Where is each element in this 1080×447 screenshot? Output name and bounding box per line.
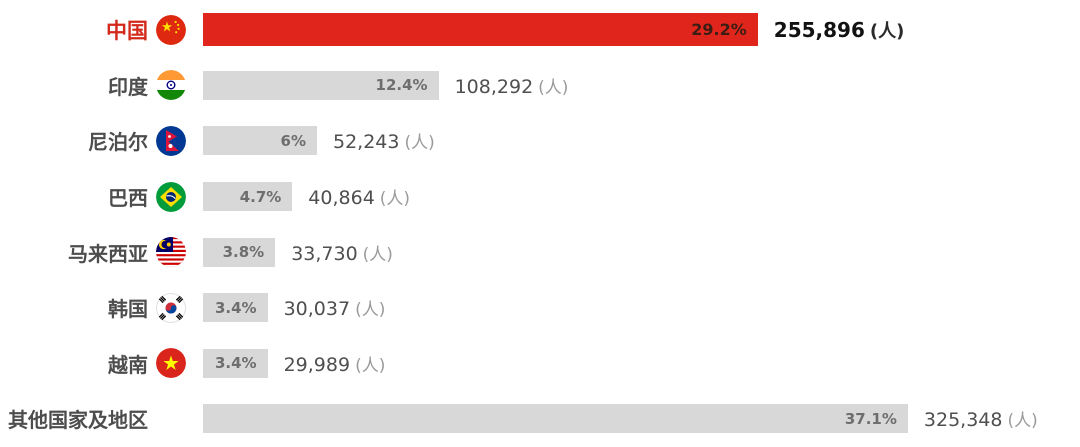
percent-label: 3.4% — [214, 298, 257, 317]
chart-row: 印度 12.4% 108,292 (人) — [0, 58, 1080, 114]
vn-flag-icon — [156, 348, 186, 379]
percent-label: 3.4% — [214, 354, 257, 373]
country-label: 印度 — [108, 74, 148, 99]
count-unit: (人) — [869, 20, 905, 42]
percent-label: 4.7% — [239, 187, 282, 206]
count-unit: (人) — [355, 300, 386, 321]
count-label: 255,896 (人) — [774, 17, 905, 43]
count-value: 325,348 — [923, 409, 1003, 432]
count-unit: (人) — [379, 189, 411, 210]
count-label: 325,348 (人) — [924, 406, 1038, 431]
count-unit: (人) — [355, 355, 386, 376]
country-label: 中国 — [106, 18, 148, 43]
count-unit: (人) — [1007, 411, 1038, 432]
percent-label: 3.8% — [222, 243, 265, 262]
count-value: 52,243 — [333, 131, 400, 154]
country-label: 其他国家及地区 — [8, 408, 148, 433]
br-flag-icon — [156, 181, 186, 212]
count-unit: (人) — [362, 244, 393, 265]
country-label: 巴西 — [108, 186, 148, 211]
percent-label: 12.4% — [375, 76, 428, 95]
country-label: 越南 — [108, 352, 148, 377]
chart-row: 尼泊尔 6% 52,243 (人) — [0, 113, 1080, 169]
percentage-bar: 6% — [203, 126, 317, 156]
chart-row: 越南 3.4% 29,989 (人) — [0, 336, 1080, 392]
percent-label: 6% — [280, 131, 306, 150]
country-label: 尼泊尔 — [88, 130, 148, 155]
percentage-bar: 37.1% — [203, 404, 908, 434]
country-label: 韩国 — [108, 297, 148, 322]
count-label: 52,243 (人) — [333, 128, 435, 153]
chart-row: 巴西 4.7% 40,864 (人) — [0, 169, 1080, 225]
count-value: 40,864 — [308, 187, 375, 210]
count-value: 108,292 — [454, 75, 534, 98]
count-value: 33,730 — [291, 242, 358, 265]
chart-row: 其他国家及地区 37.1% 325,348 (人) — [0, 391, 1080, 447]
percentage-bar: 4.7% — [203, 182, 293, 212]
in-flag-icon — [156, 70, 186, 101]
chart-row: 中国 29.2% 255,896 (人) — [0, 2, 1080, 58]
count-label: 30,037 (人) — [284, 295, 386, 320]
count-value: 255,896 — [773, 17, 865, 42]
count-label: 29,989 (人) — [284, 351, 386, 376]
percentage-bar: 3.8% — [203, 237, 276, 267]
chart-row: 韩国 3.4% 30,037 (人) — [0, 280, 1080, 336]
percent-label: 37.1% — [844, 409, 897, 428]
chart-row: 马来西亚 3.8% 33,730 (人) — [0, 224, 1080, 280]
count-value: 30,037 — [283, 298, 351, 321]
count-label: 33,730 (人) — [291, 240, 393, 265]
my-flag-icon — [156, 237, 186, 268]
count-unit: (人) — [404, 133, 435, 154]
np-flag-icon — [156, 125, 186, 156]
count-value: 29,989 — [283, 353, 351, 376]
count-label: 108,292 (人) — [455, 73, 569, 98]
count-unit: (人) — [538, 77, 569, 98]
kr-flag-icon — [156, 292, 186, 323]
count-label: 40,864 (人) — [308, 184, 410, 209]
percentage-bar: 29.2% — [203, 13, 758, 47]
percentage-bar: 3.4% — [203, 293, 268, 323]
cn-flag-icon — [156, 14, 186, 45]
percent-label: 29.2% — [691, 20, 747, 40]
percentage-bar: 12.4% — [203, 70, 439, 100]
percentage-bar: 3.4% — [203, 348, 268, 378]
country-label: 马来西亚 — [68, 241, 148, 266]
